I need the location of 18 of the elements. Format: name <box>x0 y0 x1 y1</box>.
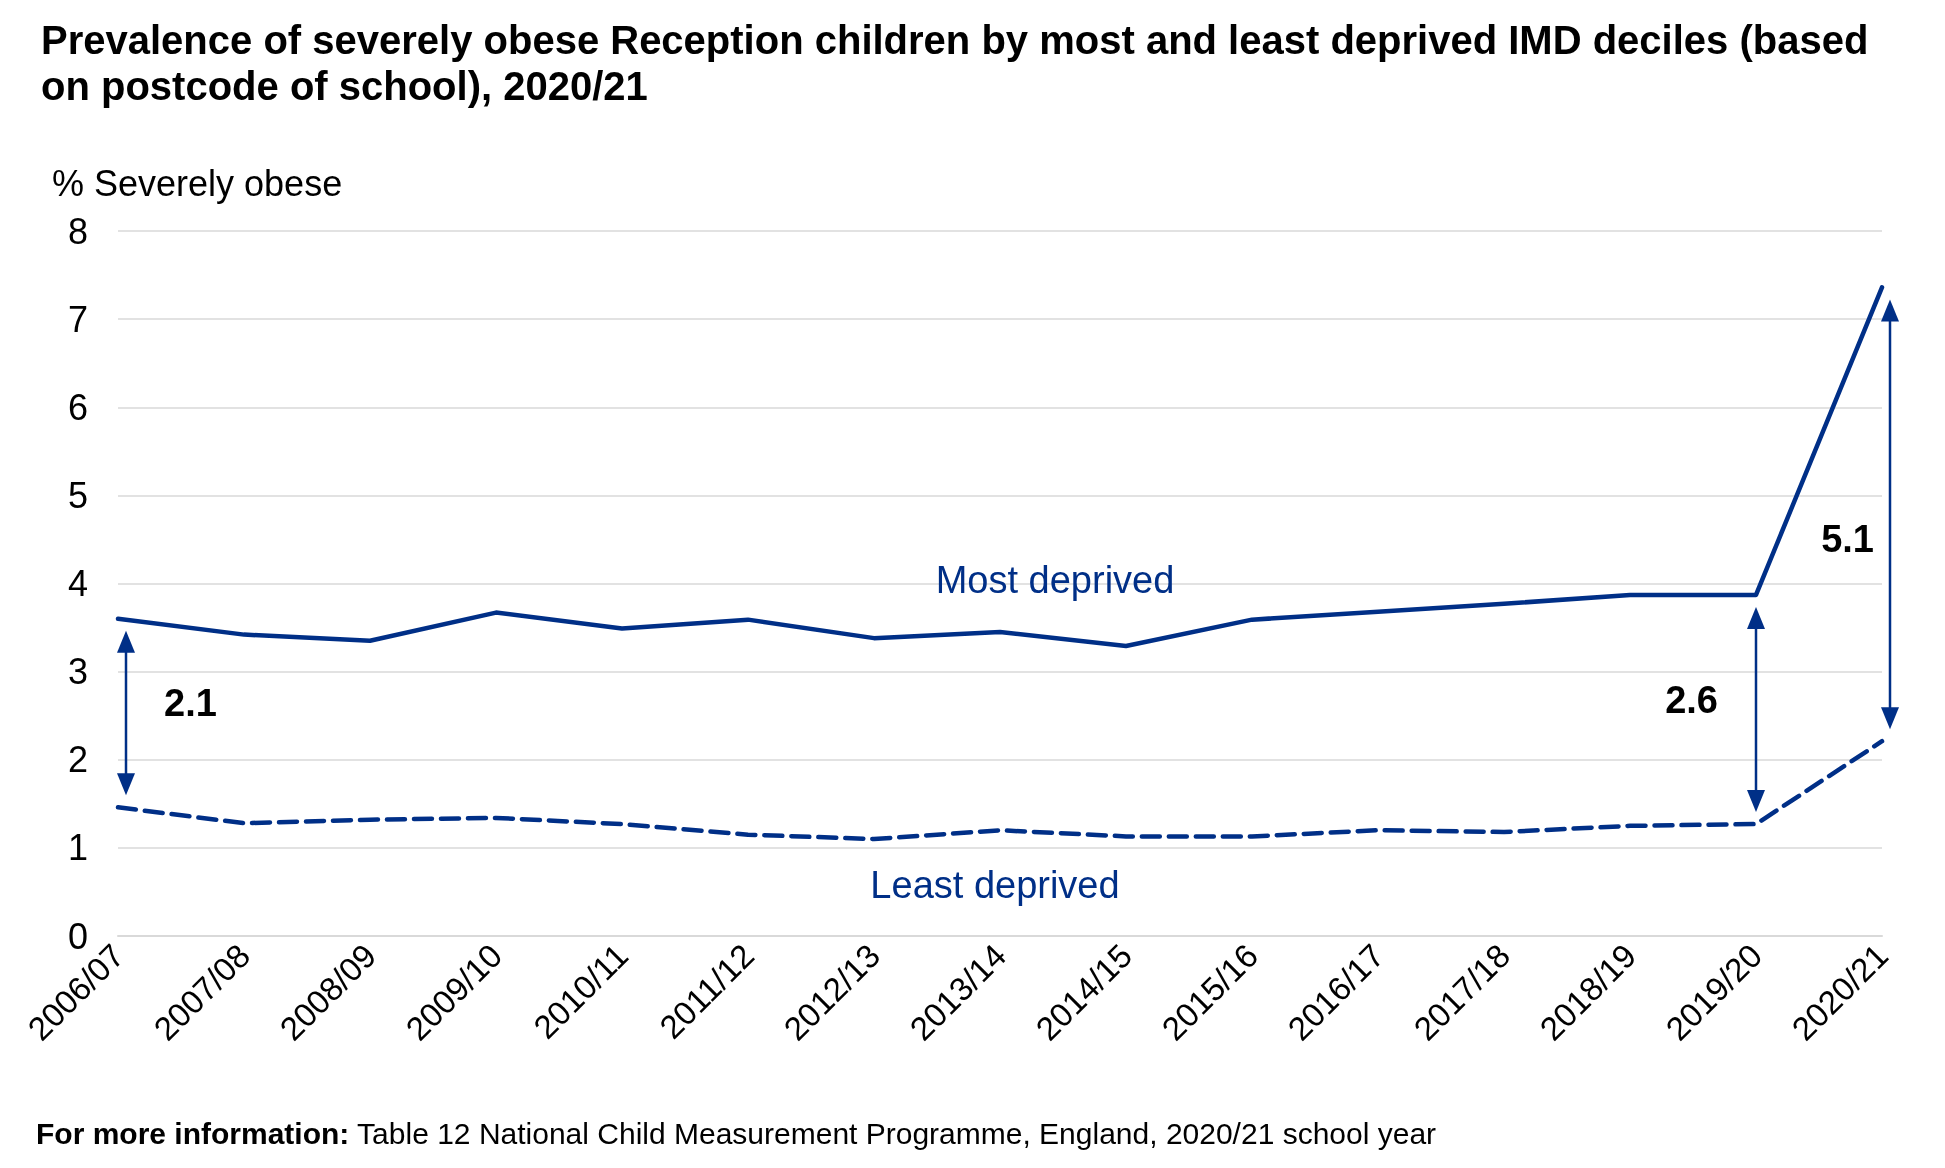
series-label: Least deprived <box>870 864 1120 907</box>
annotation: 2.1 <box>164 682 217 725</box>
y-tick-label: 4 <box>67 563 88 604</box>
annotation: 5.1 <box>1821 518 1874 561</box>
y-tick-label: 8 <box>67 210 88 252</box>
y-tick-label: 5 <box>67 474 88 516</box>
y-tick-label: 7 <box>67 298 88 340</box>
series-label: Most deprived <box>935 558 1175 601</box>
y-tick-label: 6 <box>67 386 88 428</box>
y-tick-label: 1 <box>67 827 88 869</box>
line-series <box>115 738 1885 842</box>
y-tick-label: 3 <box>67 651 88 693</box>
y-axis-title: % Severely obese <box>52 162 343 204</box>
text: For more information: Table 12 National Child Measurement Programme, England, 2020/21 school year <box>36 1116 1437 1150</box>
line-series <box>115 285 1885 649</box>
chart-title: Prevalence of severely obese Reception children by most and least deprived IMD deciles (based on postcode of school), 2020/21 <box>41 18 1880 108</box>
y-tick-label: 2 <box>67 739 88 781</box>
annotation: 2.6 <box>1665 678 1718 721</box>
